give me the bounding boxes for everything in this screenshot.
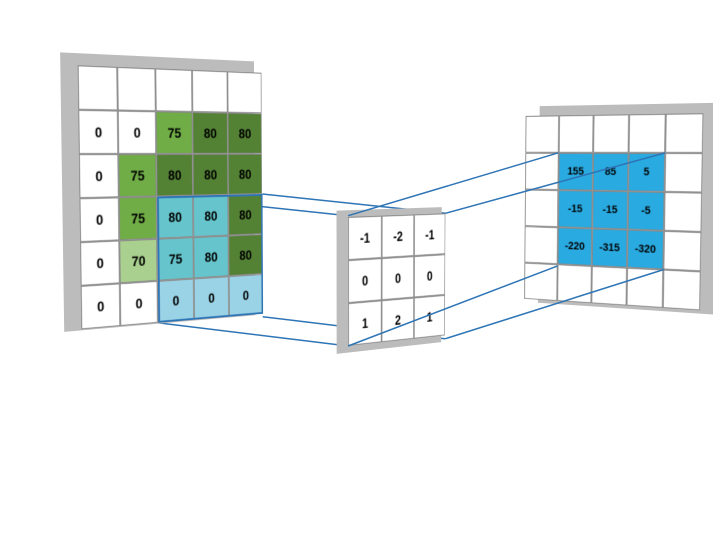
input-cell-r5-c3: 0 bbox=[194, 276, 229, 319]
input-cell-r4-c1: 70 bbox=[119, 239, 157, 284]
connection-line-2 bbox=[158, 323, 349, 346]
output-cell-r0-c1 bbox=[559, 115, 594, 153]
input-cell-r3-c1: 75 bbox=[119, 196, 157, 240]
input-cell-r2-c0: 0 bbox=[79, 154, 119, 198]
input-matrix-grid: 0075808007580808007580808007075808000000 bbox=[78, 65, 263, 329]
input-cell-r4-c4: 80 bbox=[228, 234, 262, 276]
input-cell-r4-c0: 0 bbox=[80, 240, 120, 285]
input-cell-r5-c0: 0 bbox=[81, 283, 121, 329]
input-cell-r5-c2: 0 bbox=[157, 278, 194, 322]
input-cell-r2-c2: 80 bbox=[156, 154, 193, 197]
kernel-cell-r1-c0: 0 bbox=[348, 258, 382, 303]
output-cell-r1-c2: 85 bbox=[593, 153, 629, 191]
input-cell-r4-c2: 75 bbox=[157, 237, 194, 281]
output-cell-r3-c1: -220 bbox=[558, 227, 593, 266]
output-cell-r2-c3: -5 bbox=[628, 191, 665, 230]
output-cell-r1-c1: 155 bbox=[558, 153, 593, 191]
input-cell-r4-c3: 80 bbox=[193, 236, 228, 279]
input-cell-r3-c2: 80 bbox=[157, 196, 194, 239]
input-cell-r5-c4: 0 bbox=[229, 274, 263, 317]
kernel-cell-r0-c0: -1 bbox=[348, 216, 382, 260]
kernel-cell-r2-c0: 1 bbox=[348, 300, 382, 346]
output-cell-r1-c0 bbox=[525, 153, 559, 190]
kernel-cell-r1-c2: 0 bbox=[414, 254, 445, 297]
input-cell-r3-c0: 0 bbox=[79, 197, 119, 242]
input-cell-r1-c0: 0 bbox=[78, 110, 118, 154]
input-cell-r2-c1: 75 bbox=[118, 154, 156, 197]
kernel-cell-r0-c2: -1 bbox=[414, 213, 445, 256]
output-cell-r3-c3: -320 bbox=[627, 230, 664, 270]
output-cell-r3-c4 bbox=[663, 231, 701, 272]
output-cell-r3-c2: -315 bbox=[592, 228, 628, 267]
output-matrix-grid: 155855-15-15-5-220-315-320 bbox=[524, 113, 703, 310]
input-cell-r0-c1 bbox=[117, 67, 156, 111]
input-cell-r2-c3: 80 bbox=[193, 154, 228, 196]
kernel-cell-r2-c2: 1 bbox=[414, 295, 445, 339]
input-cell-r1-c4: 80 bbox=[228, 113, 262, 154]
kernel-matrix-panel: -1-2-1000121 bbox=[348, 213, 445, 346]
kernel-cell-r1-c1: 0 bbox=[382, 256, 414, 300]
output-cell-r0-c2 bbox=[593, 114, 629, 153]
output-cell-r2-c0 bbox=[525, 189, 559, 227]
diagram-stage: 0075808007580808007580808007075808000000… bbox=[0, 0, 713, 551]
output-cell-r4-c4 bbox=[663, 270, 701, 311]
output-cell-r0-c3 bbox=[629, 114, 666, 153]
output-cell-r4-c3 bbox=[627, 268, 664, 308]
input-cell-r1-c1: 0 bbox=[118, 111, 156, 154]
output-cell-r3-c0 bbox=[524, 226, 558, 264]
input-cell-r3-c4: 80 bbox=[228, 194, 262, 236]
output-cell-r2-c2: -15 bbox=[592, 191, 628, 230]
kernel-cell-r0-c1: -2 bbox=[382, 214, 414, 258]
input-cell-r0-c0 bbox=[78, 65, 118, 110]
kernel-cell-r2-c1: 2 bbox=[382, 298, 414, 343]
input-cell-r2-c4: 80 bbox=[228, 154, 262, 195]
output-cell-r2-c4 bbox=[664, 192, 702, 232]
input-cell-r3-c3: 80 bbox=[193, 195, 228, 237]
input-cell-r0-c4 bbox=[227, 71, 261, 113]
output-cell-r4-c2 bbox=[591, 266, 627, 306]
input-matrix-panel: 0075808007580808007580808007075808000000 bbox=[78, 65, 263, 329]
output-cell-r1-c3: 5 bbox=[628, 153, 665, 192]
output-cell-r2-c1: -15 bbox=[558, 190, 593, 228]
output-matrix-panel: 155855-15-15-5-220-315-320 bbox=[524, 113, 703, 310]
output-cell-r0-c4 bbox=[665, 113, 703, 153]
input-cell-r1-c2: 75 bbox=[156, 111, 193, 154]
output-cell-r1-c4 bbox=[665, 153, 703, 193]
kernel-matrix-grid: -1-2-1000121 bbox=[348, 213, 445, 346]
input-cell-r5-c1: 0 bbox=[120, 281, 158, 326]
output-cell-r0-c0 bbox=[525, 115, 559, 152]
input-cell-r0-c3 bbox=[192, 70, 228, 113]
output-cell-r4-c0 bbox=[524, 263, 558, 302]
input-cell-r1-c3: 80 bbox=[192, 112, 228, 154]
input-cell-r0-c2 bbox=[155, 68, 192, 112]
output-cell-r4-c1 bbox=[557, 264, 592, 303]
